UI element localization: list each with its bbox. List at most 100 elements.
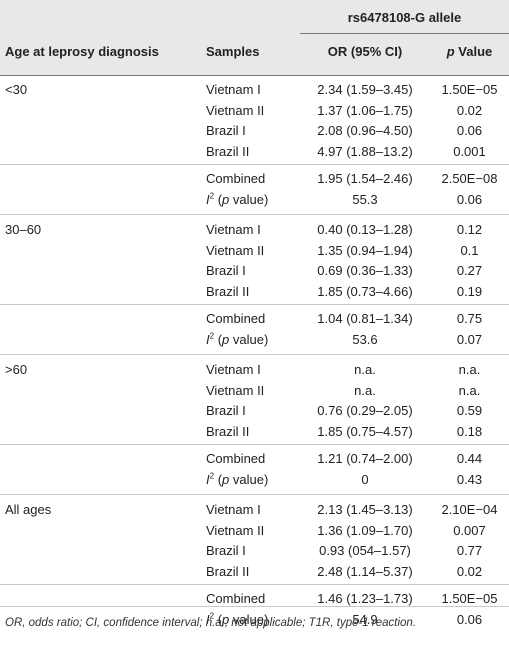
age-group-label: <30 <box>5 82 28 97</box>
or-cell: 1.36 (1.09–1.70) <box>317 522 413 538</box>
i2-label-part: I <box>206 191 210 207</box>
p-value-column-header: p Value <box>430 44 509 59</box>
i2-label-part: ( <box>214 331 223 347</box>
combined-p-value-cell: 0.75 <box>456 311 483 326</box>
i2-or-cell: 0 <box>361 471 369 487</box>
group-separator <box>0 494 509 495</box>
combined-p-value-cell: 0.44 <box>456 451 483 466</box>
sample-cell: Brazil II <box>206 143 250 159</box>
group-separator <box>0 214 509 215</box>
sample-cell: Brazil II <box>206 283 250 299</box>
p-value-cell: 0.02 <box>456 102 483 118</box>
i2-label-part: 2 <box>209 191 215 201</box>
header-rule <box>0 75 509 76</box>
sample-cell: Brazil I <box>206 263 246 278</box>
or-cell: 4.97 (1.88–13.2) <box>317 143 413 159</box>
i2-label-part: p <box>222 191 230 207</box>
i2-label-part: p <box>222 331 230 347</box>
i2-label-part: 2 <box>209 471 215 481</box>
i2-label: I2 (p value) <box>206 330 268 350</box>
i2-or-cell: 54.9 <box>352 611 378 627</box>
or-cell: 0.69 (0.36–1.33) <box>317 263 413 278</box>
sample-cell: Vietnam I <box>206 502 261 517</box>
age-column-header: Age at leprosy diagnosis <box>5 44 159 59</box>
or-cell: 1.85 (0.75–4.57) <box>317 423 413 439</box>
i2-label-part: 2 <box>209 611 215 621</box>
age-group-label: >60 <box>5 362 28 377</box>
i2-label-part: I <box>206 331 210 347</box>
combined-sample-cell: Combined <box>206 171 266 186</box>
sample-cell: Brazil I <box>206 403 246 418</box>
header-band-bottom <box>0 34 509 76</box>
p-value-cell: 1.50E−05 <box>441 82 498 97</box>
or-column-header: OR (95% CI) <box>327 44 403 59</box>
p-value-rest: Value <box>454 44 493 59</box>
or-cell: 0.93 (054–1.57) <box>319 543 411 558</box>
i2-label-part: 2 <box>209 331 215 341</box>
sample-cell: Vietnam II <box>206 382 265 398</box>
table-bottom-rule <box>0 606 509 607</box>
combined-p-value-cell: 1.50E−05 <box>441 591 498 606</box>
combined-or-cell: 1.95 (1.54–2.46) <box>317 171 413 186</box>
combined-or-cell: 1.21 (0.74–2.00) <box>317 451 413 466</box>
p-value-cell: 0.59 <box>456 403 483 418</box>
allele-header-rule <box>300 33 509 34</box>
i2-label: I2 (p value) <box>206 610 268 630</box>
p-italic: p <box>446 44 455 59</box>
i2-label-part: I <box>206 611 210 627</box>
i2-p-value-cell: 0.06 <box>456 611 483 627</box>
sample-cell: Brazil II <box>206 563 250 579</box>
combined-or-cell: 1.04 (0.81–1.34) <box>317 311 413 326</box>
sample-cell: Vietnam I <box>206 362 261 377</box>
samples-column-header: Samples <box>206 44 260 59</box>
p-value-cell: 0.007 <box>453 522 486 538</box>
i2-label-part: p <box>222 471 230 487</box>
combined-sample-cell: Combined <box>206 451 266 466</box>
sample-cell: Vietnam I <box>206 222 261 237</box>
p-value-cell: 0.18 <box>456 423 483 439</box>
or-cell: 2.34 (1.59–3.45) <box>317 82 413 97</box>
i2-label-part: value) <box>229 331 269 347</box>
or-cell: 1.85 (0.73–4.66) <box>317 283 413 299</box>
sample-cell: Brazil I <box>206 543 246 558</box>
combined-or-cell: 1.46 (1.23–1.73) <box>317 591 413 606</box>
p-value-cell: n.a. <box>458 382 481 398</box>
sample-cell: Vietnam II <box>206 522 265 538</box>
or-cell: 0.40 (0.13–1.28) <box>317 222 413 237</box>
p-value-cell: 0.001 <box>453 143 486 159</box>
i2-or-cell: 53.6 <box>352 331 378 347</box>
sample-cell: Vietnam I <box>206 82 261 97</box>
i2-label: I2 (p value) <box>206 470 268 490</box>
p-value-cell: 0.06 <box>456 123 483 138</box>
i2-label-part: value) <box>229 471 269 487</box>
sample-cell: Vietnam II <box>206 242 265 258</box>
p-value-cell: 0.02 <box>456 563 483 579</box>
or-cell: n.a. <box>354 362 376 377</box>
sample-cell: Vietnam II <box>206 102 265 118</box>
or-cell: 2.13 (1.45–3.13) <box>317 502 413 517</box>
age-group-label: 30–60 <box>5 222 42 237</box>
p-value-cell: 2.10E−04 <box>441 502 498 517</box>
sample-cell: Brazil II <box>206 423 250 439</box>
p-value-cell: 0.1 <box>460 242 479 258</box>
i2-label-part: p <box>222 611 230 627</box>
i2-p-value-cell: 0.06 <box>456 191 483 207</box>
p-value-cell: 0.77 <box>456 543 483 558</box>
sample-cell: Brazil I <box>206 123 246 138</box>
p-value-cell: 0.27 <box>456 263 483 278</box>
combined-sample-cell: Combined <box>206 591 266 606</box>
or-cell: 2.48 (1.14–5.37) <box>317 563 413 579</box>
combined-p-value-cell: 2.50E−08 <box>441 171 498 186</box>
or-cell: 1.37 (1.06–1.75) <box>317 102 413 118</box>
or-cell: 0.76 (0.29–2.05) <box>317 403 413 418</box>
row-separator <box>0 584 509 585</box>
allele-header: rs6478108-G allele <box>347 10 462 25</box>
i2-label-part: ( <box>214 471 223 487</box>
or-cell: n.a. <box>354 382 376 398</box>
or-cell: 2.08 (0.96–4.50) <box>317 123 413 138</box>
i2-p-value-cell: 0.43 <box>456 471 483 487</box>
footnote: OR, odds ratio; CI, confidence interval;… <box>5 617 417 629</box>
i2-label-part: I <box>206 471 210 487</box>
p-value-cell: 0.19 <box>456 283 483 299</box>
row-separator <box>0 444 509 445</box>
